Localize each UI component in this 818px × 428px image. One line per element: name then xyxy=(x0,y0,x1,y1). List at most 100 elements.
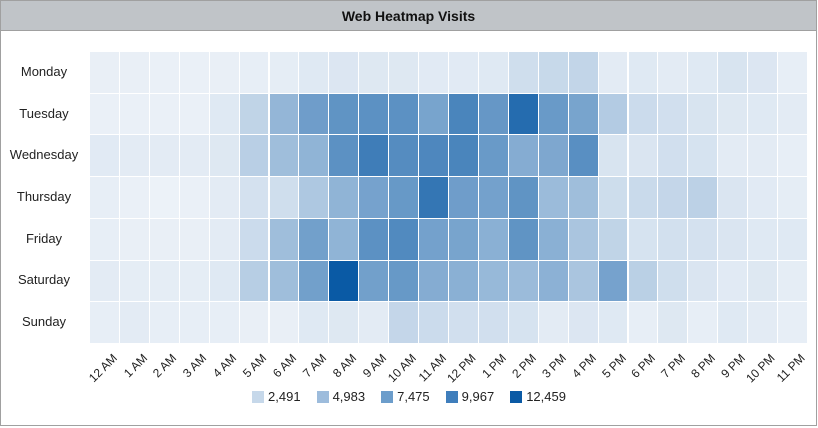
heatmap-cell[interactable] xyxy=(777,217,808,261)
heatmap-cell[interactable] xyxy=(717,134,749,178)
heatmap-cell[interactable] xyxy=(418,92,449,136)
heatmap-cell[interactable] xyxy=(178,134,210,178)
heatmap-cell[interactable] xyxy=(148,134,180,178)
heatmap-cell[interactable] xyxy=(328,51,360,94)
heatmap-cell[interactable] xyxy=(507,51,539,94)
heatmap-cell[interactable] xyxy=(268,134,300,178)
heatmap-cell[interactable] xyxy=(148,217,180,261)
heatmap-cell[interactable] xyxy=(537,51,569,94)
heatmap-cell[interactable] xyxy=(567,259,599,303)
heatmap-cell[interactable] xyxy=(328,134,360,178)
heatmap-cell[interactable] xyxy=(178,51,210,94)
heatmap-cell[interactable] xyxy=(477,134,509,178)
heatmap-cell[interactable] xyxy=(358,134,390,178)
heatmap-cell[interactable] xyxy=(178,301,210,344)
heatmap-cell[interactable] xyxy=(388,259,420,303)
heatmap-cell[interactable] xyxy=(388,134,420,178)
heatmap-cell[interactable] xyxy=(178,176,210,219)
heatmap-cell[interactable] xyxy=(477,92,509,136)
heatmap-cell[interactable] xyxy=(238,134,270,178)
heatmap-cell[interactable] xyxy=(477,301,509,344)
heatmap-cell[interactable] xyxy=(298,301,330,344)
heatmap-cell[interactable] xyxy=(687,259,719,303)
heatmap-cell[interactable] xyxy=(717,301,749,344)
heatmap-cell[interactable] xyxy=(657,259,689,303)
heatmap-cell[interactable] xyxy=(657,92,689,136)
heatmap-cell[interactable] xyxy=(418,51,449,94)
heatmap-cell[interactable] xyxy=(208,134,240,178)
heatmap-cell[interactable] xyxy=(627,259,659,303)
heatmap-cell[interactable] xyxy=(238,92,270,136)
heatmap-cell[interactable] xyxy=(687,217,719,261)
heatmap-cell[interactable] xyxy=(118,176,150,219)
heatmap-cell[interactable] xyxy=(178,259,210,303)
heatmap-cell[interactable] xyxy=(178,217,210,261)
heatmap-cell[interactable] xyxy=(298,51,330,94)
heatmap-cell[interactable] xyxy=(537,259,569,303)
heatmap-cell[interactable] xyxy=(597,92,629,136)
heatmap-cell[interactable] xyxy=(89,134,120,178)
heatmap-cell[interactable] xyxy=(717,259,749,303)
heatmap-cell[interactable] xyxy=(687,176,719,219)
heatmap-cell[interactable] xyxy=(358,217,390,261)
heatmap-cell[interactable] xyxy=(89,259,120,303)
heatmap-cell[interactable] xyxy=(507,92,539,136)
heatmap-cell[interactable] xyxy=(597,217,629,261)
heatmap-cell[interactable] xyxy=(148,259,180,303)
heatmap-cell[interactable] xyxy=(358,259,390,303)
heatmap-cell[interactable] xyxy=(118,92,150,136)
heatmap-cell[interactable] xyxy=(118,51,150,94)
heatmap-cell[interactable] xyxy=(448,217,479,261)
heatmap-cell[interactable] xyxy=(268,259,300,303)
heatmap-cell[interactable] xyxy=(238,51,270,94)
heatmap-cell[interactable] xyxy=(148,176,180,219)
heatmap-cell[interactable] xyxy=(507,217,539,261)
heatmap-cell[interactable] xyxy=(89,217,120,261)
heatmap-cell[interactable] xyxy=(268,176,300,219)
heatmap-cell[interactable] xyxy=(747,134,779,178)
heatmap-cell[interactable] xyxy=(89,176,120,219)
heatmap-cell[interactable] xyxy=(717,217,749,261)
heatmap-cell[interactable] xyxy=(777,92,808,136)
heatmap-cell[interactable] xyxy=(477,176,509,219)
heatmap-cell[interactable] xyxy=(537,217,569,261)
heatmap-cell[interactable] xyxy=(448,92,479,136)
heatmap-cell[interactable] xyxy=(777,176,808,219)
heatmap-cell[interactable] xyxy=(448,259,479,303)
heatmap-cell[interactable] xyxy=(388,301,420,344)
heatmap-cell[interactable] xyxy=(388,217,420,261)
heatmap-cell[interactable] xyxy=(477,217,509,261)
heatmap-cell[interactable] xyxy=(118,259,150,303)
heatmap-cell[interactable] xyxy=(238,259,270,303)
heatmap-cell[interactable] xyxy=(567,301,599,344)
legend-item[interactable]: 4,983 xyxy=(316,389,365,404)
heatmap-cell[interactable] xyxy=(208,259,240,303)
heatmap-cell[interactable] xyxy=(567,51,599,94)
heatmap-cell[interactable] xyxy=(328,259,360,303)
heatmap-cell[interactable] xyxy=(388,92,420,136)
heatmap-cell[interactable] xyxy=(687,134,719,178)
heatmap-cell[interactable] xyxy=(747,259,779,303)
heatmap-cell[interactable] xyxy=(627,92,659,136)
heatmap-cell[interactable] xyxy=(717,51,749,94)
heatmap-cell[interactable] xyxy=(627,301,659,344)
heatmap-cell[interactable] xyxy=(298,217,330,261)
heatmap-cell[interactable] xyxy=(747,92,779,136)
heatmap-cell[interactable] xyxy=(747,217,779,261)
heatmap-cell[interactable] xyxy=(208,176,240,219)
heatmap-cell[interactable] xyxy=(208,217,240,261)
legend-item[interactable]: 2,491 xyxy=(252,389,301,404)
heatmap-cell[interactable] xyxy=(148,301,180,344)
heatmap-cell[interactable] xyxy=(687,51,719,94)
heatmap-cell[interactable] xyxy=(627,134,659,178)
heatmap-cell[interactable] xyxy=(627,51,659,94)
heatmap-cell[interactable] xyxy=(597,301,629,344)
heatmap-cell[interactable] xyxy=(298,259,330,303)
heatmap-cell[interactable] xyxy=(238,301,270,344)
heatmap-cell[interactable] xyxy=(717,176,749,219)
heatmap-cell[interactable] xyxy=(298,134,330,178)
heatmap-cell[interactable] xyxy=(477,51,509,94)
heatmap-cell[interactable] xyxy=(418,176,449,219)
heatmap-cell[interactable] xyxy=(627,217,659,261)
heatmap-cell[interactable] xyxy=(358,92,390,136)
